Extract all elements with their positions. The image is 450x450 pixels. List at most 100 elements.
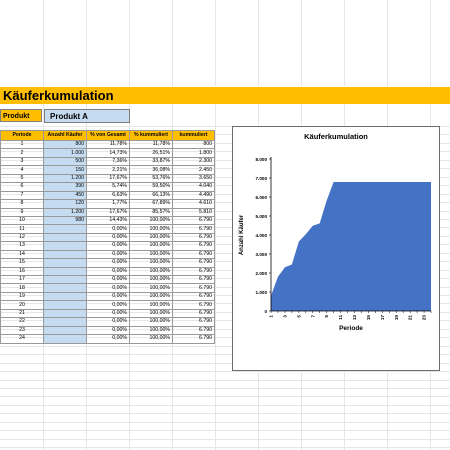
cell-periode[interactable]: 7 (0, 190, 44, 201)
cell-kummuliert[interactable]: 2.300 (172, 156, 215, 167)
cell-prozent-gesamt[interactable]: 0,00% (86, 258, 130, 268)
cell-prozent-kummuliert[interactable]: 100,00% (129, 241, 173, 251)
cell-prozent-gesamt[interactable]: 0,00% (86, 249, 130, 260)
cell-anzahl-kaeufer[interactable] (43, 266, 87, 277)
cell-periode[interactable]: 3 (0, 156, 44, 167)
cell-periode[interactable]: 6 (0, 182, 44, 192)
cell-prozent-kummuliert[interactable]: 100,00% (129, 300, 173, 310)
header-anzahl-kaeufer[interactable]: Anzahl Käufer (43, 130, 87, 141)
cell-anzahl-kaeufer[interactable] (43, 283, 87, 293)
cell-prozent-kummuliert[interactable]: 100,00% (129, 249, 173, 260)
cell-kummuliert[interactable]: 6.790 (172, 300, 215, 310)
cell-prozent-kummuliert[interactable]: 100,00% (129, 274, 173, 285)
cell-prozent-gesamt[interactable]: 0,00% (86, 300, 130, 310)
cell-periode[interactable]: 16 (0, 266, 44, 277)
cell-prozent-kummuliert[interactable]: 100,00% (129, 232, 173, 243)
cell-kummuliert[interactable]: 6.790 (172, 232, 215, 243)
cell-periode[interactable]: 10 (0, 215, 44, 226)
cell-prozent-kummuliert[interactable]: 100,00% (129, 317, 173, 327)
cell-prozent-kummuliert[interactable]: 53,76% (129, 173, 173, 184)
cell-periode[interactable]: 4 (0, 165, 44, 175)
cell-prozent-kummuliert[interactable]: 11,78% (129, 139, 173, 150)
cell-prozent-gesamt[interactable]: 7,36% (86, 156, 130, 167)
cell-periode[interactable]: 5 (0, 173, 44, 184)
cell-prozent-gesamt[interactable]: 11,78% (86, 139, 130, 150)
product-input[interactable]: Produkt A (44, 109, 130, 123)
header-kummuliert[interactable]: kummuliert (172, 130, 215, 141)
cell-kummuliert[interactable]: 6.790 (172, 283, 215, 293)
cell-anzahl-kaeufer[interactable] (43, 274, 87, 285)
cell-anzahl-kaeufer[interactable]: 390 (43, 182, 87, 192)
cell-anzahl-kaeufer[interactable] (43, 334, 87, 344)
cell-kummuliert[interactable]: 3.650 (172, 173, 215, 184)
cell-prozent-gesamt[interactable]: 14,43% (86, 215, 130, 226)
cell-anzahl-kaeufer[interactable] (43, 308, 87, 319)
cell-anzahl-kaeufer[interactable]: 1.200 (43, 173, 87, 184)
cell-prozent-kummuliert[interactable]: 67,89% (129, 199, 173, 209)
cell-prozent-gesamt[interactable]: 17,67% (86, 207, 130, 217)
cell-kummuliert[interactable]: 6.790 (172, 224, 215, 234)
cell-periode[interactable]: 2 (0, 148, 44, 158)
cell-prozent-kummuliert[interactable]: 59,50% (129, 182, 173, 192)
cell-periode[interactable]: 12 (0, 232, 44, 243)
chart-container[interactable]: Käuferkumulation 0 1.000 2.000 3.000 4.000 5.0… (232, 126, 440, 371)
cell-periode[interactable]: 8 (0, 199, 44, 209)
cell-anzahl-kaeufer[interactable] (43, 291, 87, 302)
cell-prozent-kummuliert[interactable]: 100,00% (129, 215, 173, 226)
cell-prozent-gesamt[interactable]: 2,21% (86, 165, 130, 175)
cell-kummuliert[interactable]: 6.790 (172, 215, 215, 226)
cell-kummuliert[interactable]: 4.040 (172, 182, 215, 192)
cell-kummuliert[interactable]: 6.790 (172, 274, 215, 285)
cell-prozent-kummuliert[interactable]: 100,00% (129, 258, 173, 268)
sheet-title[interactable]: Käuferkumulation (3, 88, 114, 103)
cell-prozent-kummuliert[interactable]: 26,51% (129, 148, 173, 158)
cell-kummuliert[interactable]: 800 (172, 139, 215, 150)
cell-prozent-gesamt[interactable]: 17,67% (86, 173, 130, 184)
cell-anzahl-kaeufer[interactable] (43, 325, 87, 336)
cell-kummuliert[interactable]: 6.790 (172, 249, 215, 260)
cell-anzahl-kaeufer[interactable]: 800 (43, 139, 87, 150)
cell-prozent-kummuliert[interactable]: 100,00% (129, 325, 173, 336)
cell-anzahl-kaeufer[interactable]: 980 (43, 215, 87, 226)
cell-anzahl-kaeufer[interactable] (43, 232, 87, 243)
cell-periode[interactable]: 15 (0, 258, 44, 268)
cell-prozent-gesamt[interactable]: 0,00% (86, 241, 130, 251)
product-label[interactable]: Produkt (0, 109, 42, 122)
cell-anzahl-kaeufer[interactable]: 450 (43, 190, 87, 201)
cell-prozent-kummuliert[interactable]: 100,00% (129, 334, 173, 344)
cell-periode[interactable]: 14 (0, 249, 44, 260)
cell-periode[interactable]: 13 (0, 241, 44, 251)
cell-periode[interactable]: 18 (0, 283, 44, 293)
cell-anzahl-kaeufer[interactable] (43, 317, 87, 327)
cell-kummuliert[interactable]: 6.790 (172, 334, 215, 344)
cell-periode[interactable]: 24 (0, 334, 44, 344)
cell-anzahl-kaeufer[interactable] (43, 241, 87, 251)
cell-anzahl-kaeufer[interactable]: 120 (43, 199, 87, 209)
cell-periode[interactable]: 23 (0, 325, 44, 336)
cell-prozent-kummuliert[interactable]: 100,00% (129, 224, 173, 234)
cell-prozent-gesamt[interactable]: 14,73% (86, 148, 130, 158)
header-prozent-kummuliert[interactable]: % kummuliert (129, 130, 173, 141)
cell-prozent-gesamt[interactable]: 6,63% (86, 190, 130, 201)
cell-kummuliert[interactable]: 6.790 (172, 266, 215, 277)
cell-kummuliert[interactable]: 6.790 (172, 325, 215, 336)
cell-anzahl-kaeufer[interactable] (43, 300, 87, 310)
cell-periode[interactable]: 19 (0, 291, 44, 302)
cell-kummuliert[interactable]: 6.790 (172, 308, 215, 319)
cell-prozent-gesamt[interactable]: 0,00% (86, 274, 130, 285)
cell-periode[interactable]: 17 (0, 274, 44, 285)
cell-kummuliert[interactable]: 2.450 (172, 165, 215, 175)
cell-periode[interactable]: 11 (0, 224, 44, 234)
cell-kummuliert[interactable]: 6.790 (172, 241, 215, 251)
cell-prozent-gesamt[interactable]: 0,00% (86, 325, 130, 336)
cell-prozent-kummuliert[interactable]: 66,13% (129, 190, 173, 201)
cell-prozent-gesamt[interactable]: 0,00% (86, 317, 130, 327)
cell-kummuliert[interactable]: 5.810 (172, 207, 215, 217)
cell-anzahl-kaeufer[interactable] (43, 224, 87, 234)
cell-kummuliert[interactable]: 4.490 (172, 190, 215, 201)
cell-kummuliert[interactable]: 4.610 (172, 199, 215, 209)
cell-kummuliert[interactable]: 6.790 (172, 258, 215, 268)
cell-prozent-gesamt[interactable]: 0,00% (86, 291, 130, 302)
header-prozent-gesamt[interactable]: % von Gesamt (86, 130, 130, 141)
cell-prozent-gesamt[interactable]: 0,00% (86, 232, 130, 243)
